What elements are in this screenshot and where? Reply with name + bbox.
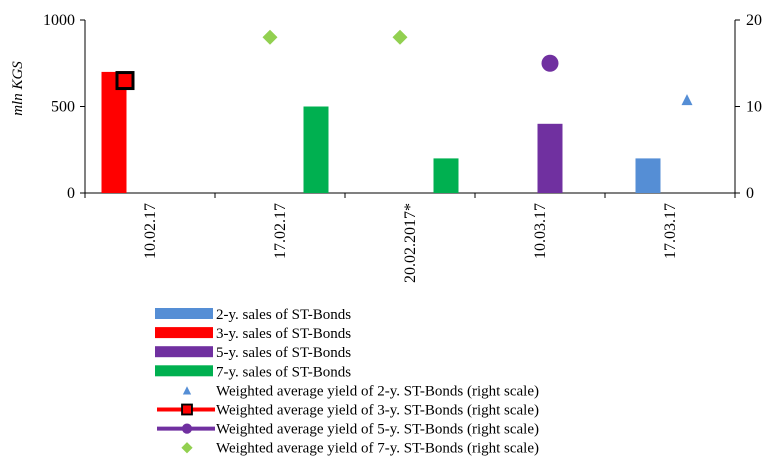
legend-label: Weighted average yield of 2-y. ST-Bonds … xyxy=(216,383,539,399)
right-tick-label: 20 xyxy=(746,12,762,29)
legend-swatch xyxy=(155,365,213,377)
bar xyxy=(433,158,459,193)
y-axis-label: mln KGS xyxy=(10,61,26,116)
x-tick-label: 17.02.17 xyxy=(272,203,289,259)
bars xyxy=(101,71,661,193)
diamond-marker xyxy=(392,29,408,45)
legend-label: Weighted average yield of 5-y. ST-Bonds … xyxy=(216,422,539,438)
bar xyxy=(101,71,127,193)
legend-swatch xyxy=(155,327,213,339)
legend: 2-y. sales of ST-Bonds 3-y. sales of ST-B… xyxy=(155,307,539,457)
legend-label: Weighted average yield of 7-y. ST-Bonds … xyxy=(216,441,539,457)
left-tick-label: 500 xyxy=(51,99,75,116)
triangle-marker xyxy=(681,94,693,106)
bar xyxy=(635,158,661,193)
x-tick-label: 10.03.17 xyxy=(532,203,549,259)
diamond-marker xyxy=(181,442,193,454)
tick-labels: 0 500 1000 0 10 20 10.02.17 17.02.17 20.02.2017*… xyxy=(43,12,762,283)
circle-marker xyxy=(181,423,193,434)
bar xyxy=(537,123,563,193)
x-tick-label: 10.02.17 xyxy=(142,203,159,259)
bar xyxy=(303,106,329,193)
left-tick-label: 0 xyxy=(67,185,75,202)
x-tick-label: 20.02.2017* xyxy=(402,203,419,283)
legend-swatch xyxy=(155,346,213,358)
legend-label: 7-y. sales of ST-Bonds xyxy=(216,364,351,380)
left-tick-label: 1000 xyxy=(43,12,75,29)
square-marker xyxy=(115,71,135,91)
square-marker xyxy=(181,403,193,416)
legend-label: Weighted average yield of 3-y. ST-Bonds … xyxy=(216,403,539,419)
diamond-marker xyxy=(262,29,278,45)
x-tick-label: 17.03.17 xyxy=(662,203,679,259)
triangle-marker xyxy=(182,386,192,395)
markers xyxy=(115,29,693,106)
legend-label: 2-y. sales of ST-Bonds xyxy=(216,307,351,323)
legend-label: 3-y. sales of ST-Bonds xyxy=(216,326,351,342)
legend-swatch xyxy=(155,308,213,319)
circle-marker xyxy=(541,54,559,72)
right-tick-label: 10 xyxy=(746,99,762,116)
right-tick-label: 0 xyxy=(746,185,754,202)
axes xyxy=(80,19,740,198)
legend-label: 5-y. sales of ST-Bonds xyxy=(216,345,351,361)
